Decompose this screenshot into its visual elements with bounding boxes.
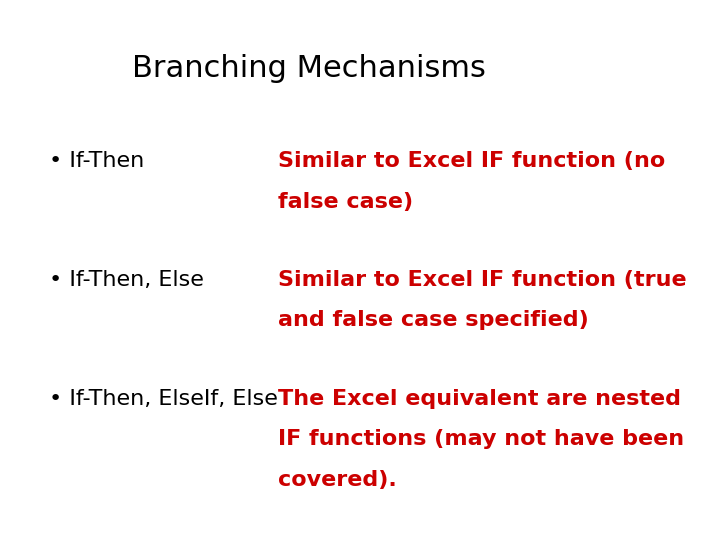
Text: IF functions (may not have been: IF functions (may not have been [278,429,684,449]
Text: false case): false case) [278,192,413,212]
Text: covered).: covered). [278,470,397,490]
Text: • If-Then, Else: • If-Then, Else [50,270,204,290]
Text: Similar to Excel IF function (true: Similar to Excel IF function (true [278,270,687,290]
Text: • If-Then, ElseIf, Else: • If-Then, ElseIf, Else [50,389,279,409]
Text: The Excel equivalent are nested: The Excel equivalent are nested [278,389,681,409]
Text: Branching Mechanisms: Branching Mechanisms [132,54,486,83]
Text: and false case specified): and false case specified) [278,310,589,330]
Text: • If-Then: • If-Then [50,151,145,171]
Text: Similar to Excel IF function (no: Similar to Excel IF function (no [278,151,665,171]
